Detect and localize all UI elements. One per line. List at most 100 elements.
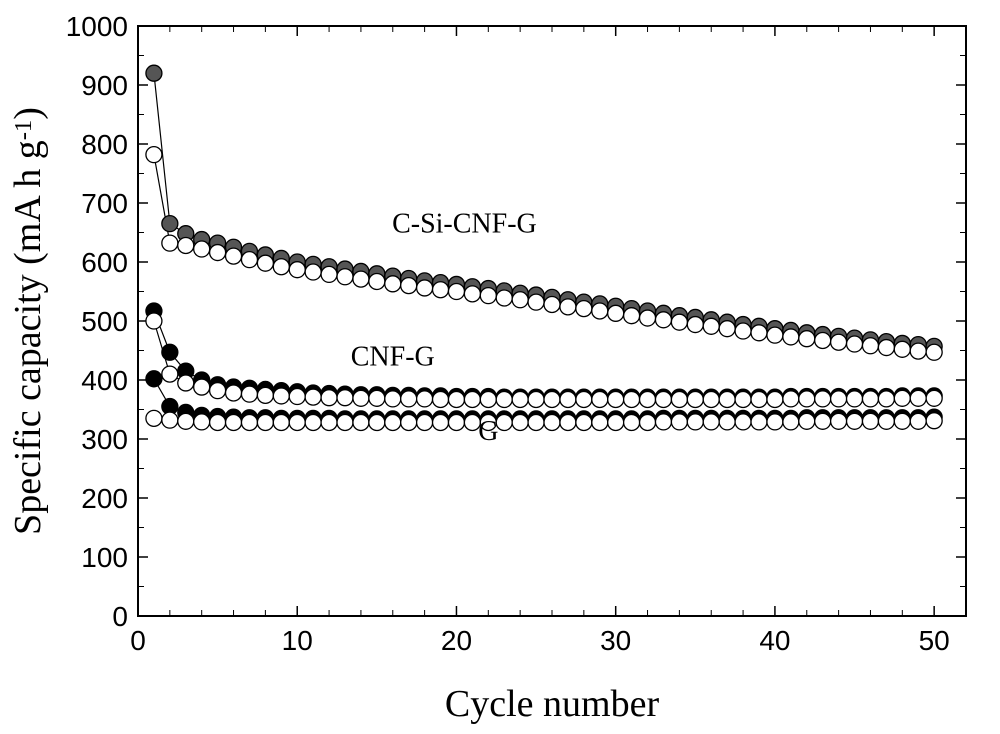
data-marker [624,308,640,324]
data-marker [815,413,831,429]
data-marker [417,280,433,296]
data-marker [146,313,162,329]
data-marker [640,391,656,407]
data-marker [464,286,480,302]
data-marker [385,391,401,407]
chart-container: 0102030405001002003004005006007008009001… [0,0,1000,734]
data-marker [496,290,512,306]
data-marker [464,391,480,407]
data-marker [783,391,799,407]
y-tick-label: 200 [81,483,128,514]
data-marker [178,237,194,253]
data-marker [926,390,942,406]
data-marker [608,305,624,321]
data-marker [162,216,178,232]
data-marker [544,391,560,407]
series-label: G [478,416,498,447]
y-tick-label: 700 [81,188,128,219]
data-marker [847,336,863,352]
data-marker [560,391,576,407]
data-marker [496,414,512,430]
data-marker [735,391,751,407]
data-marker [735,414,751,430]
data-marker [878,413,894,429]
y-tick-label: 400 [81,365,128,396]
data-marker [448,391,464,407]
data-marker [289,414,305,430]
data-marker [799,331,815,347]
data-marker [815,391,831,407]
data-marker [576,414,592,430]
data-marker [878,391,894,407]
data-marker [210,245,226,261]
data-marker [862,413,878,429]
data-marker [353,414,369,430]
y-tick-label: 900 [81,70,128,101]
x-tick-label: 40 [759,625,790,656]
data-marker [640,310,656,326]
data-marker [369,390,385,406]
data-marker [385,276,401,292]
data-marker [847,413,863,429]
series-label: CNF-G [351,341,435,372]
data-marker [831,413,847,429]
data-marker [655,312,671,328]
data-marker [353,390,369,406]
data-marker [305,414,321,430]
y-tick-label: 100 [81,542,128,573]
data-marker [369,273,385,289]
y-tick-label: 600 [81,247,128,278]
data-marker [671,314,687,330]
data-marker [226,248,242,264]
data-marker [671,391,687,407]
data-marker [305,389,321,405]
data-marker [544,296,560,312]
data-marker [210,383,226,399]
capacity-vs-cycle-chart: 0102030405001002003004005006007008009001… [0,0,1000,734]
data-marker [146,410,162,426]
data-marker [162,412,178,428]
data-marker [448,284,464,300]
data-marker [512,414,528,430]
x-tick-label: 10 [282,625,313,656]
data-marker [178,375,194,391]
data-marker [528,391,544,407]
data-marker [433,414,449,430]
data-marker [926,413,942,429]
data-marker [417,391,433,407]
data-marker [257,387,273,403]
data-marker [289,389,305,405]
data-marker [894,390,910,406]
data-marker [241,414,257,430]
x-tick-label: 30 [600,625,631,656]
data-marker [433,391,449,407]
data-marker [862,391,878,407]
data-marker [655,414,671,430]
data-marker [576,391,592,407]
data-marker [862,338,878,354]
data-marker [512,391,528,407]
data-marker [767,327,783,343]
y-axis-label: Specific capacity (mA h g-1) [7,107,49,535]
data-marker [146,147,162,163]
data-marker [321,390,337,406]
data-marker [385,414,401,430]
data-marker [162,235,178,251]
data-marker [194,241,210,257]
x-tick-label: 0 [130,625,146,656]
data-marker [703,318,719,334]
data-marker [719,414,735,430]
data-marker [831,334,847,350]
data-marker [321,266,337,282]
data-marker [401,414,417,430]
data-marker [592,303,608,319]
data-marker [926,344,942,360]
data-marker [703,391,719,407]
data-marker [687,391,703,407]
y-tick-label: 0 [112,601,128,632]
data-marker [369,414,385,430]
y-tick-label: 500 [81,306,128,337]
data-marker [751,391,767,407]
data-marker [321,414,337,430]
data-marker [401,278,417,294]
